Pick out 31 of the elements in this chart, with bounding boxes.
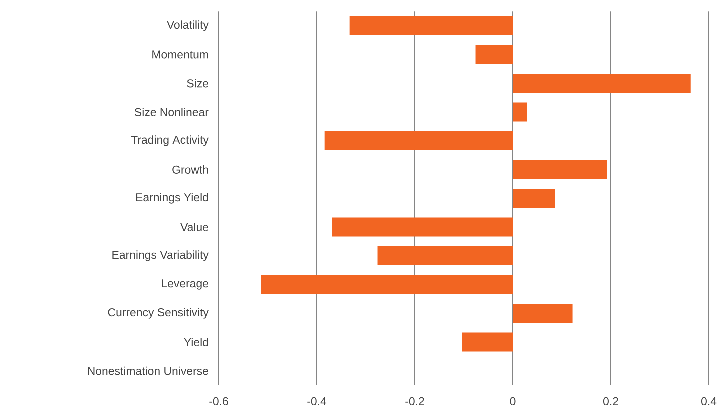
- y-tick-label: Size: [187, 79, 208, 88]
- bar: [378, 246, 514, 266]
- y-tick-label: Value: [180, 223, 208, 232]
- y-tick-label: Earnings Variability: [112, 250, 209, 262]
- bar: [350, 16, 514, 36]
- bar: [513, 74, 691, 93]
- bar: [513, 160, 608, 180]
- x-tick-label: 0: [510, 397, 516, 406]
- y-tick-label: Earnings Yield: [136, 193, 208, 204]
- y-tick-label: Leverage: [162, 280, 208, 290]
- bar: [261, 275, 514, 294]
- x-tick-label: 0.4: [701, 397, 717, 406]
- y-tick-label: Growth: [172, 166, 208, 174]
- x-tick-label: 0.2: [603, 397, 618, 406]
- x-tick-label: -0.4: [308, 397, 327, 406]
- x-tick-label: -0.6: [210, 397, 228, 406]
- bar: [513, 189, 556, 208]
- bar: [324, 131, 514, 150]
- y-tick-label: Nonestimation Universe: [88, 366, 208, 376]
- y-tick-label: Momentum: [152, 50, 208, 59]
- bar: [476, 45, 514, 64]
- x-tick-label: -0.2: [406, 397, 424, 406]
- bar: [513, 102, 528, 122]
- bar: [462, 332, 514, 352]
- y-tick-label: Volatility: [167, 20, 209, 32]
- y-tick-label: Size Nonlinear: [134, 108, 209, 116]
- bar: [332, 218, 514, 237]
- y-tick-label: Yield: [184, 338, 208, 346]
- y-tick-label: Currency Sensitivity: [108, 308, 209, 319]
- bar: [513, 304, 573, 324]
- y-tick-label: Trading Activity: [131, 136, 209, 146]
